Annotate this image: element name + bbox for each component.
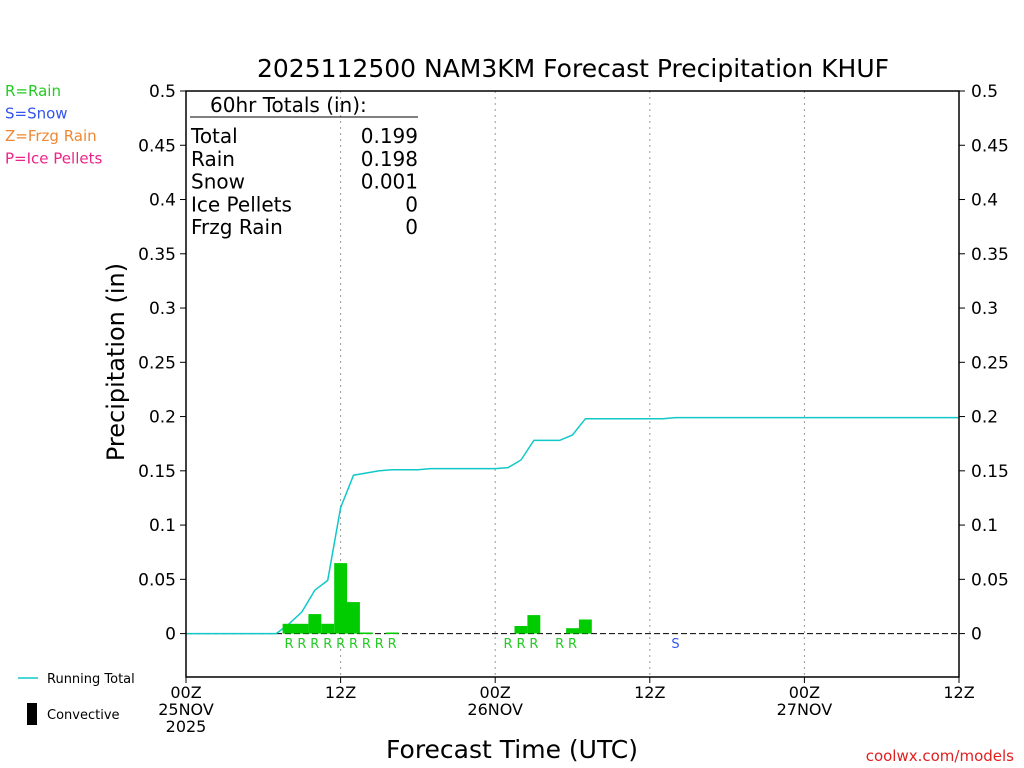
running-total-line: [186, 416, 959, 635]
x-tick-label: 00Z: [789, 683, 820, 702]
y-tick-label-right: 0.45: [971, 136, 1009, 156]
totals-row-label: Total: [190, 124, 238, 148]
totals-row-label: Snow: [191, 170, 245, 194]
y-tick-label-left: 0.05: [138, 570, 176, 590]
precip-bar: [566, 628, 579, 634]
totals-row-value: 0: [405, 215, 418, 239]
y-tick-label-right: 0.35: [971, 245, 1009, 265]
y-tick-label-right: 0.05: [971, 570, 1009, 590]
y-tick-label-right: 0.15: [971, 462, 1009, 482]
precip-bar: [578, 619, 592, 634]
precip-type-marker: R: [297, 637, 306, 652]
precip-bar: [321, 623, 335, 634]
precip-bar: [514, 626, 528, 634]
plot-frame: [185, 90, 960, 678]
y-tick-label-left: 0.15: [138, 462, 176, 482]
precip-type-marker: R: [285, 637, 294, 652]
precip-bar: [347, 602, 360, 634]
x-tick-label: 00Z: [480, 683, 511, 702]
precip-type-marker: R: [388, 637, 397, 652]
type-legend-item: R=Rain: [5, 82, 61, 100]
x-tick-label: 26NOV: [467, 700, 523, 719]
y-axis-label: Precipitation (in): [102, 263, 130, 461]
x-tick-label: 25NOV: [158, 700, 214, 719]
x-tick-label: 00Z: [170, 683, 201, 702]
x-tick-label: 27NOV: [777, 700, 833, 719]
precip-type-marker: R: [568, 637, 577, 652]
convective-swatch: [27, 703, 37, 725]
y-tick-label-right: 0.2: [971, 408, 998, 428]
precip-bar: [282, 623, 296, 634]
precip-bars: [282, 563, 592, 634]
x-axis-label: Forecast Time (UTC): [386, 735, 638, 764]
precip-type-marker: R: [323, 637, 332, 652]
totals-row-label: Ice Pellets: [191, 192, 292, 216]
totals-rows: Total 0.199 Rain 0.198 Snow 0.001 Ice Pellets 0…: [190, 124, 418, 239]
y-tick-label-left: 0.45: [138, 136, 176, 156]
type-legend-item: P=Ice Pellets: [5, 150, 102, 168]
y-tick-label-left: 0: [165, 625, 176, 645]
y-tick-label-right: 0.4: [971, 191, 998, 211]
type-legend-item: S=Snow: [5, 105, 68, 123]
y-tick-label-right: 0.3: [971, 299, 998, 319]
x-tick-label: 12Z: [634, 683, 665, 702]
x-tick-label: 2025: [166, 717, 207, 736]
totals-row-label: Frzg Rain: [191, 215, 283, 239]
series-legend-label: Convective: [47, 708, 120, 723]
y-tick-label-right: 0.5: [971, 82, 998, 102]
precip-type-marker: R: [310, 637, 319, 652]
type-legend-item: Z=Frzg Rain: [5, 127, 97, 145]
x-tick-label: 12Z: [943, 683, 974, 702]
precip-type-marker: R: [529, 637, 538, 652]
y-tick-label-left: 0.25: [138, 353, 176, 373]
totals-row-value: 0.199: [361, 124, 418, 148]
right-y-axis: 0 0.05 0.1 0.15 0.2 0.25 0.3 0.35 0.4 0.45 0.5: [959, 82, 1009, 645]
precip-bar: [359, 632, 373, 634]
precip-bar: [527, 615, 541, 634]
left-y-axis: 0 0.05 0.1 0.15 0.2 0.25 0.3 0.35 0.4 0.45 0.5: [138, 82, 186, 645]
y-tick-label-right: 0: [971, 625, 982, 645]
totals-header: 60hr Totals (in):: [210, 93, 367, 117]
x-tick-label: 12Z: [325, 683, 356, 702]
precip-type-marker: R: [555, 637, 564, 652]
precip-type-marker: R: [349, 637, 358, 652]
y-tick-label-left: 0.2: [149, 408, 176, 428]
precip-bar: [295, 623, 309, 634]
precip-type-marker: R: [504, 637, 513, 652]
totals-row-value: 0.001: [361, 170, 418, 194]
precip-type-marker: R: [516, 637, 525, 652]
y-tick-label-right: 0.25: [971, 353, 1009, 373]
totals-row-label: Rain: [191, 147, 235, 171]
series-legend-label: Running Total: [47, 672, 135, 687]
precip-type-marker: R: [336, 637, 345, 652]
y-tick-label-left: 0.35: [138, 245, 176, 265]
precip-type-legend: R=Rain S=Snow Z=Frzg Rain P=Ice Pellets: [5, 82, 102, 168]
y-tick-label-left: 0.5: [149, 82, 176, 102]
totals-box: 60hr Totals (in): Total 0.199 Rain 0.198 Sno…: [190, 93, 418, 239]
totals-row-value: 0.198: [361, 147, 418, 171]
chart-title: 2025112500 NAM3KM Forecast Precipitation…: [257, 54, 889, 83]
precip-bar: [334, 563, 348, 634]
y-tick-label-left: 0.4: [149, 191, 176, 211]
totals-row-value: 0: [405, 192, 418, 216]
precip-bar: [385, 632, 399, 634]
y-tick-label-left: 0.3: [149, 299, 176, 319]
precip-type-marker: R: [375, 637, 384, 652]
precip-type-marker: S: [671, 637, 679, 652]
y-tick-label-left: 0.1: [149, 516, 176, 536]
precip-bar: [308, 614, 322, 634]
credit-text: coolwx.com/models: [866, 747, 1014, 765]
y-tick-label-right: 0.1: [971, 516, 998, 536]
gridlines: [340, 91, 805, 677]
precip-type-marker: R: [362, 637, 371, 652]
series-legend: Running Total Convective: [18, 672, 135, 725]
